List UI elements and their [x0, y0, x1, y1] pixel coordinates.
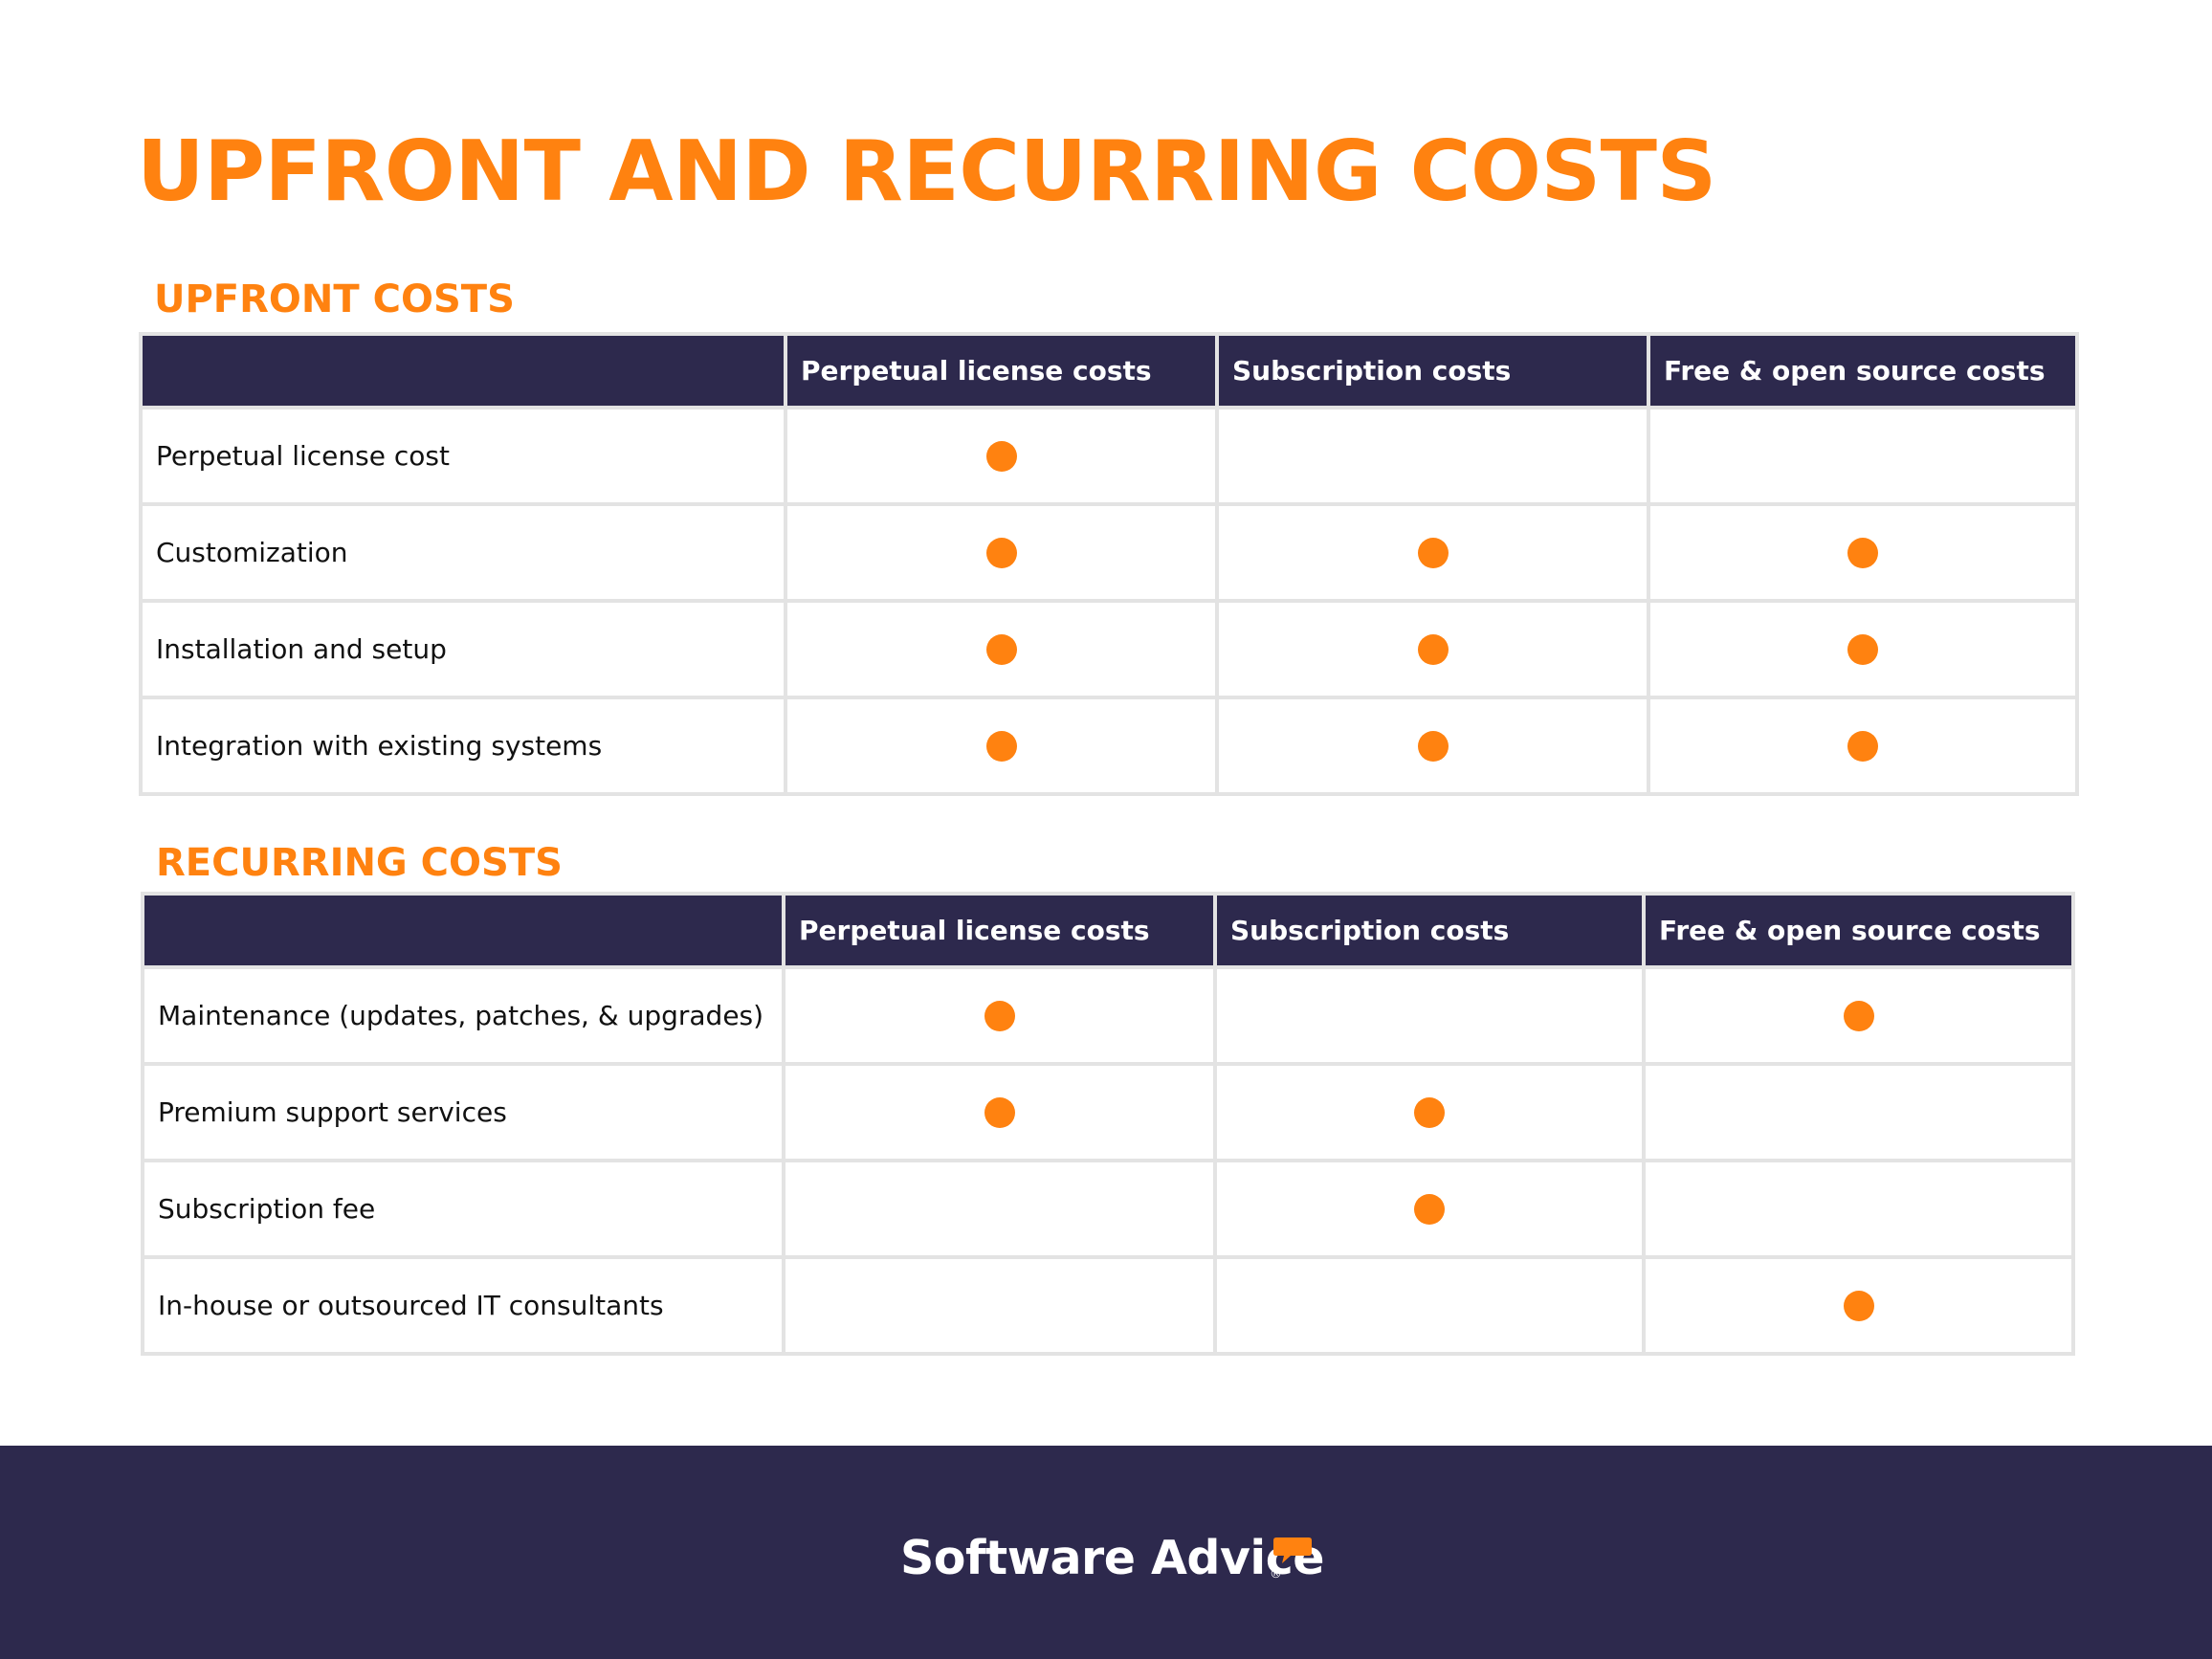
table-row: Premium support services: [144, 1066, 2071, 1159]
mark-cell: [787, 506, 1215, 599]
row-label: Customization: [143, 506, 784, 599]
included-dot-icon: [984, 1000, 1015, 1031]
table-row: Installation and setup: [143, 603, 2075, 696]
row-label: Installation and setup: [143, 603, 784, 696]
included-dot-icon: [1843, 1000, 1874, 1031]
mark-cell: [1650, 603, 2075, 696]
included-dot-icon: [985, 633, 1017, 665]
included-dot-icon: [1417, 537, 1449, 568]
upfront-costs-heading: UPFRONT COSTS: [154, 277, 515, 321]
registered-mark: ®: [1270, 1567, 1282, 1582]
header-free-open-source: Free & open source costs: [1650, 336, 2075, 406]
footer-bar: Software Advice ®: [0, 1446, 2212, 1659]
included-dot-icon: [1847, 730, 1878, 762]
header-subscription: Subscription costs: [1217, 896, 1642, 965]
mark-cell: [1219, 409, 1647, 502]
included-dot-icon: [1417, 730, 1449, 762]
row-label: In-house or outsourced IT consultants: [144, 1259, 782, 1352]
table-row: Maintenance (updates, patches, & upgrade…: [144, 969, 2071, 1062]
included-dot-icon: [985, 440, 1017, 472]
mark-cell: [787, 603, 1215, 696]
mark-cell: [1219, 699, 1647, 792]
mark-cell: [1650, 409, 2075, 502]
software-advice-logo: Software Advice ®: [900, 1525, 1325, 1592]
header-cell-empty: [143, 336, 784, 406]
page-title: UPFRONT AND RECURRING COSTS: [137, 122, 1716, 220]
row-label: Perpetual license cost: [143, 409, 784, 502]
mark-cell: [785, 1259, 1213, 1352]
included-dot-icon: [1843, 1290, 1874, 1321]
mark-cell: [1217, 1066, 1642, 1159]
included-dot-icon: [1847, 633, 1878, 665]
header-perpetual-license: Perpetual license costs: [785, 896, 1213, 965]
row-label: Maintenance (updates, patches, & upgrade…: [144, 969, 782, 1062]
mark-cell: [1646, 969, 2071, 1062]
header-subscription: Subscription costs: [1219, 336, 1647, 406]
recurring-table-body: Maintenance (updates, patches, & upgrade…: [144, 969, 2071, 1352]
mark-cell: [1650, 506, 2075, 599]
recurring-costs-table: Perpetual license costs Subscription cos…: [141, 892, 2075, 1356]
mark-cell: [787, 409, 1215, 502]
table-row: Integration with existing systems: [143, 699, 2075, 792]
mark-cell: [1219, 506, 1647, 599]
mark-cell: [1217, 1162, 1642, 1255]
row-label: Premium support services: [144, 1066, 782, 1159]
speech-bubble-icon: [1273, 1537, 1312, 1563]
included-dot-icon: [1414, 1096, 1445, 1128]
included-dot-icon: [984, 1096, 1015, 1128]
table-header-row: Perpetual license costs Subscription cos…: [143, 336, 2075, 406]
upfront-table-body: Perpetual license cost Customization Insta…: [143, 409, 2075, 792]
mark-cell: [785, 969, 1213, 1062]
header-free-open-source: Free & open source costs: [1646, 896, 2071, 965]
included-dot-icon: [1414, 1193, 1445, 1225]
included-dot-icon: [1417, 633, 1449, 665]
mark-cell: [787, 699, 1215, 792]
logo-wordmark: Software Advice: [900, 1531, 1325, 1585]
included-dot-icon: [1847, 537, 1878, 568]
mark-cell: [1646, 1066, 2071, 1159]
mark-cell: [785, 1162, 1213, 1255]
table-row: Perpetual license cost: [143, 409, 2075, 502]
mark-cell: [1217, 1259, 1642, 1352]
table-row: Customization: [143, 506, 2075, 599]
included-dot-icon: [985, 730, 1017, 762]
upfront-costs-table: Perpetual license costs Subscription cos…: [139, 332, 2079, 796]
mark-cell: [1646, 1162, 2071, 1255]
header-perpetual-license: Perpetual license costs: [787, 336, 1215, 406]
recurring-costs-heading: RECURRING COSTS: [156, 841, 563, 885]
row-label: Integration with existing systems: [143, 699, 784, 792]
mark-cell: [1219, 603, 1647, 696]
mark-cell: [1650, 699, 2075, 792]
mark-cell: [1217, 969, 1642, 1062]
table-header-row: Perpetual license costs Subscription cos…: [144, 896, 2071, 965]
table-row: Subscription fee: [144, 1162, 2071, 1255]
header-cell-empty: [144, 896, 782, 965]
mark-cell: [1646, 1259, 2071, 1352]
table-row: In-house or outsourced IT consultants: [144, 1259, 2071, 1352]
included-dot-icon: [985, 537, 1017, 568]
row-label: Subscription fee: [144, 1162, 782, 1255]
mark-cell: [785, 1066, 1213, 1159]
